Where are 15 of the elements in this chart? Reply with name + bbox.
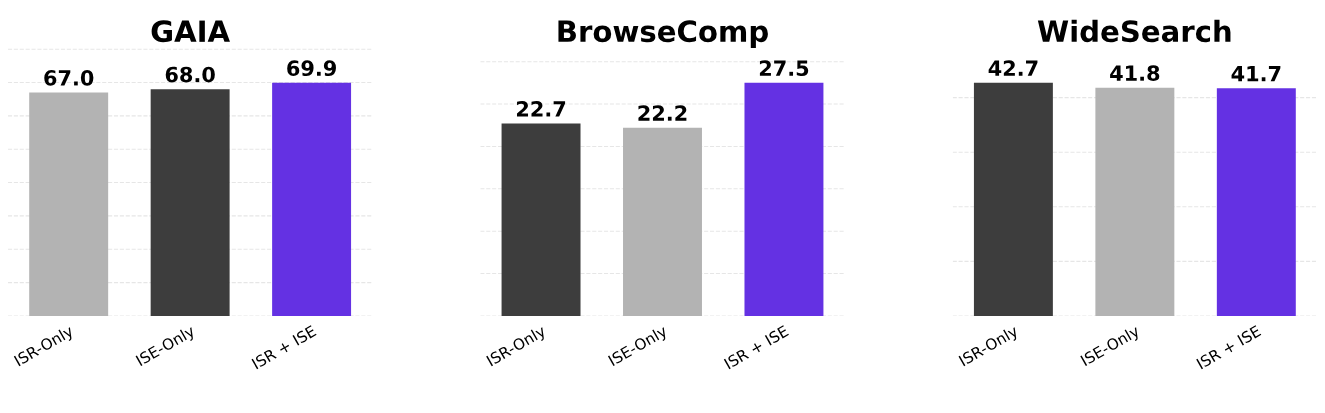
data-label: 69.9: [287, 60, 336, 77]
data-label: 22.2: [638, 105, 687, 121]
chart-title: GAIA: [151, 20, 230, 43]
data-label: 41.7: [1231, 66, 1281, 82]
x-tick-label: ISR + ISE: [251, 325, 317, 370]
chart-title: WideSearch: [1037, 19, 1231, 43]
data-label: 41.8: [1110, 65, 1160, 81]
x-tick-label: ISR + ISE: [723, 325, 790, 370]
chart-title: BrowseComp: [558, 20, 768, 48]
x-tick-label: ISR + ISE: [1196, 325, 1262, 370]
data-label: 27.5: [759, 60, 809, 77]
data-label: 22.7: [516, 100, 566, 117]
data-label: 68.0: [165, 66, 215, 83]
data-label: 42.7: [988, 60, 1038, 76]
data-label: 67.0: [44, 69, 94, 86]
